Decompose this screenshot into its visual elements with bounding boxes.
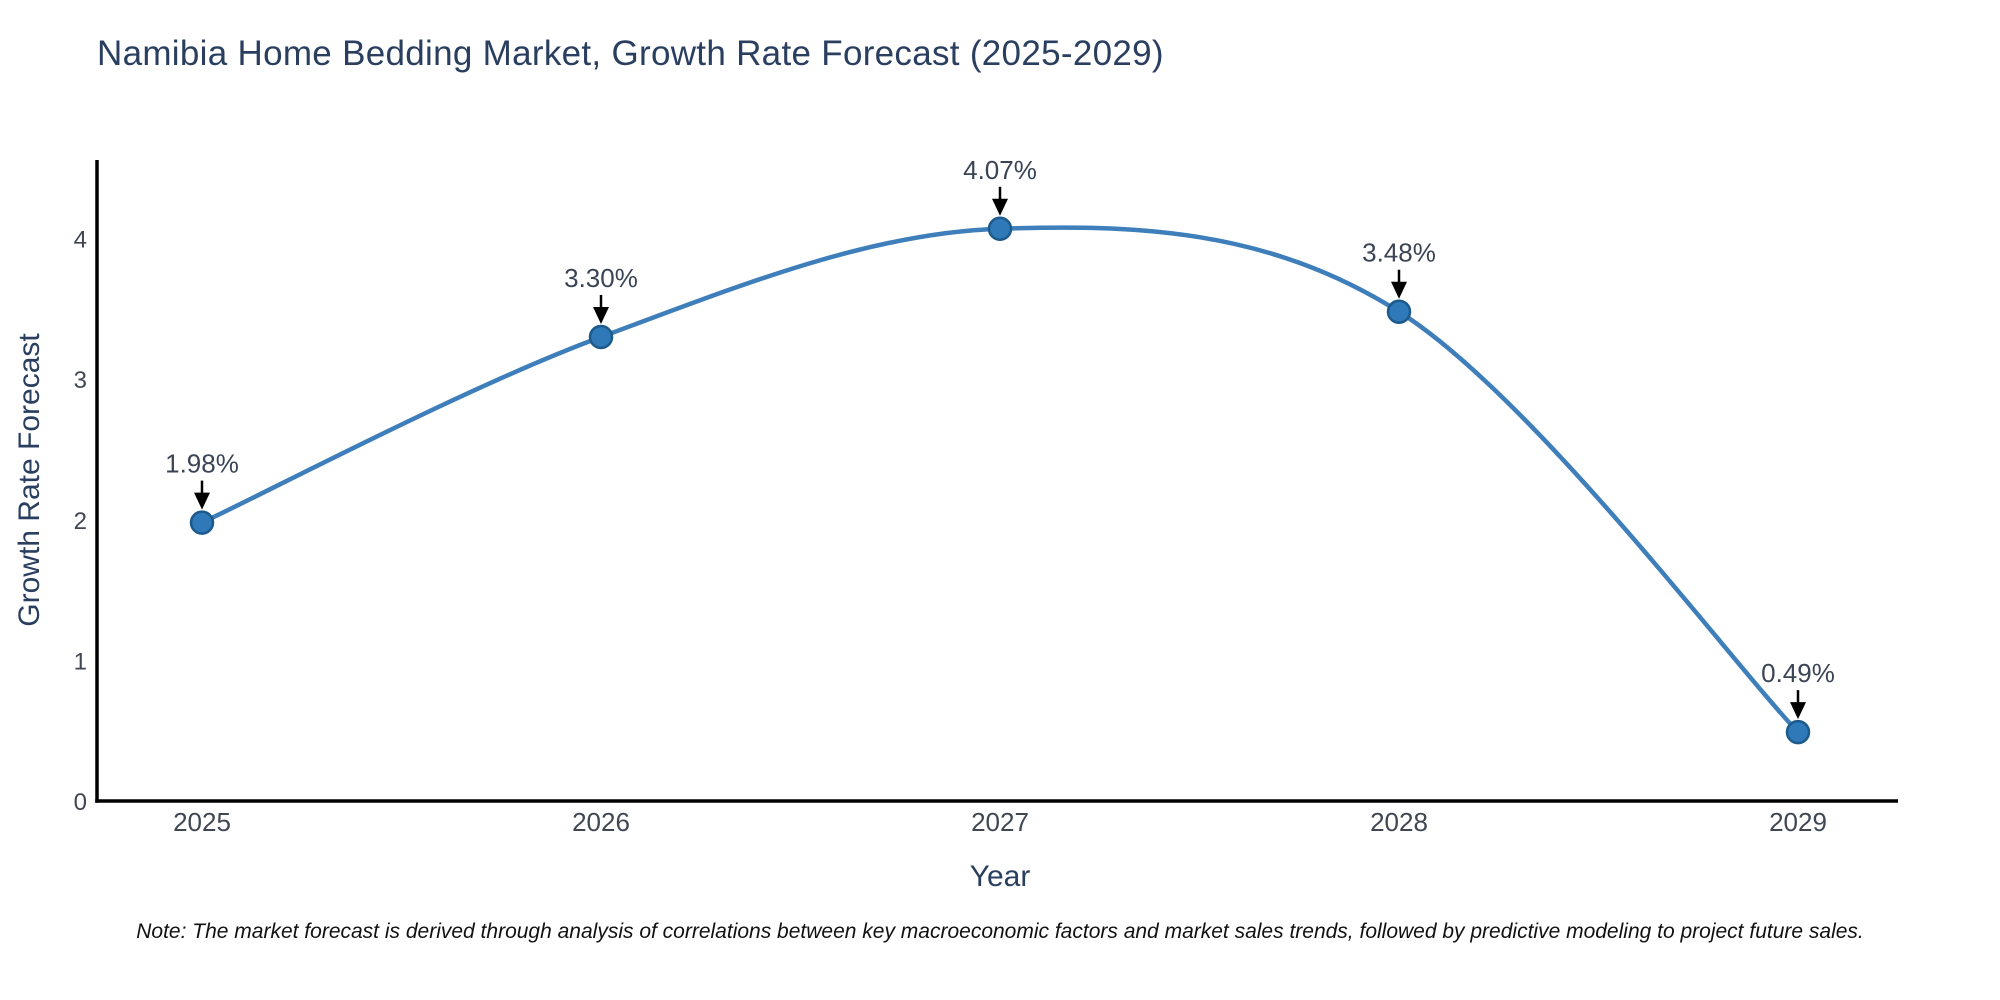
annotation-arrowhead-icon xyxy=(194,492,210,510)
x-tick-label: 2029 xyxy=(1769,807,1827,837)
annotation-arrowhead-icon xyxy=(593,307,609,325)
annotation-arrowhead-icon xyxy=(1790,702,1806,720)
x-axis-title: Year xyxy=(969,860,1031,893)
chart-title: Namibia Home Bedding Market, Growth Rate… xyxy=(97,34,1164,73)
annotation-label: 3.30% xyxy=(564,263,638,293)
annotation-label: 4.07% xyxy=(963,155,1037,185)
y-axis-title: Growth Rate Forecast xyxy=(13,333,46,627)
data-point-marker xyxy=(1386,299,1412,324)
y-tick-label: 2 xyxy=(74,508,87,535)
x-tick-label: 2028 xyxy=(1370,807,1428,837)
x-tick-label: 2025 xyxy=(173,807,231,837)
data-point-marker xyxy=(588,324,614,350)
data-point-marker xyxy=(1785,719,1811,745)
forecast-line xyxy=(201,225,1800,734)
y-tick-label: 0 xyxy=(74,789,87,816)
y-tick-label: 4 xyxy=(74,227,87,254)
annotation-label: 0.49% xyxy=(1761,658,1835,688)
x-tick-label: 2027 xyxy=(971,807,1029,837)
footnote: Note: The market forecast is derived thr… xyxy=(136,920,1864,943)
x-tick-label: 2026 xyxy=(572,807,630,837)
data-point-marker xyxy=(987,216,1013,242)
annotation-label: 1.98% xyxy=(165,449,239,479)
y-tick-label: 3 xyxy=(74,367,87,394)
annotation-arrowhead-icon xyxy=(992,198,1008,216)
data-point-marker xyxy=(189,510,215,535)
annotation-arrowhead-icon xyxy=(1391,281,1407,299)
annotation-label: 3.48% xyxy=(1362,238,1436,268)
y-tick-label: 1 xyxy=(74,648,87,675)
